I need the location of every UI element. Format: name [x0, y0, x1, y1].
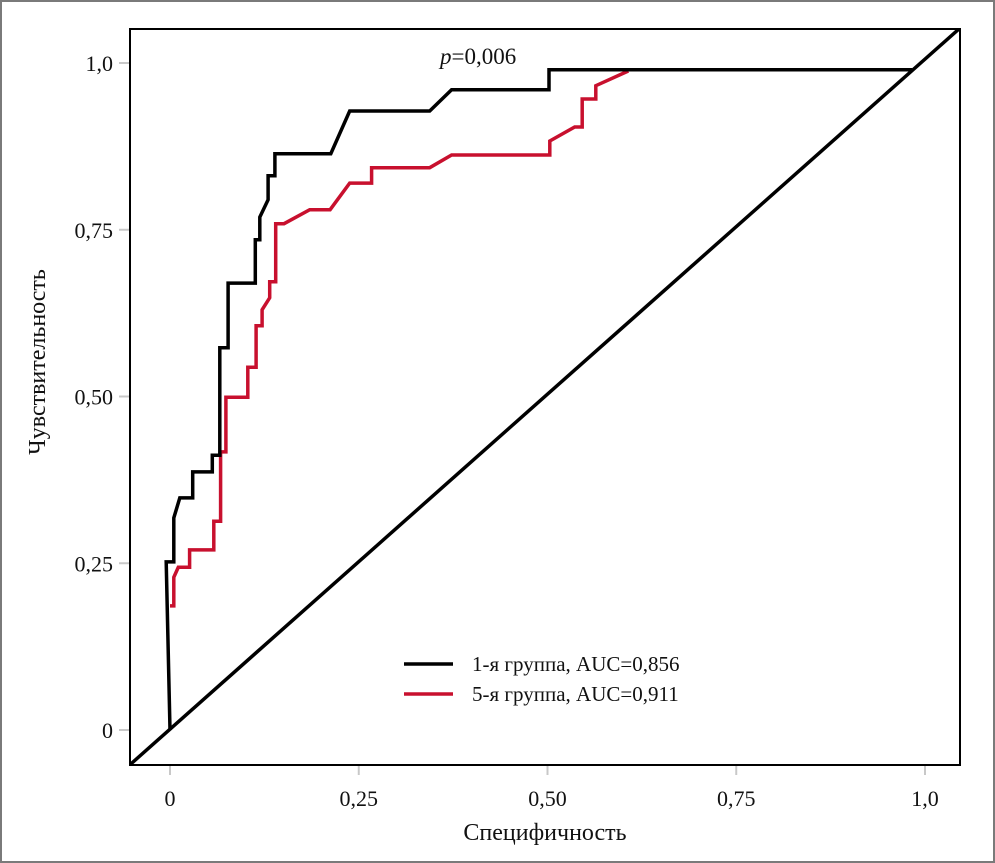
plot-border: [129, 28, 961, 766]
roc-curve-group-5: [170, 69, 630, 608]
x-axis-title: Специфичность: [463, 820, 626, 846]
axis-ticks: [119, 62, 926, 775]
y-tick-label: 1,0: [86, 51, 114, 76]
series-lines: [130, 29, 960, 765]
x-tick-label: 0,25: [340, 786, 379, 811]
p-value-text: =0,006: [452, 44, 517, 69]
y-tick-label: 0,75: [75, 218, 114, 243]
roc-curve-group-1: [164, 67, 913, 731]
p-symbol: p: [438, 44, 452, 69]
x-tick-label: 0: [165, 786, 176, 811]
y-tick-label: 0: [102, 718, 113, 743]
y-tick-label: 0,50: [75, 385, 114, 410]
legend-label-group-5: 5-я группа, AUC=0,911: [472, 682, 679, 706]
y-axis-title: Чувствительность: [25, 269, 51, 455]
x-tick-label: 0,75: [717, 786, 756, 811]
y-tick-label: 0,25: [75, 551, 114, 576]
x-tick-label: 1,0: [911, 786, 939, 811]
p-value-annotation: p=0,006: [438, 44, 516, 69]
axis-tick-labels: 0 0,25 0,50 0,75 1,0 0 0,25 0,50 0,75 1,0: [75, 51, 939, 811]
legend: 1-я группа, AUC=0,856 5-я группа, AUC=0,…: [404, 652, 679, 706]
legend-label-group-1: 1-я группа, AUC=0,856: [472, 652, 679, 676]
x-tick-label: 0,50: [528, 786, 567, 811]
reference-diagonal-line: [130, 29, 960, 765]
plot-area: [130, 29, 960, 765]
